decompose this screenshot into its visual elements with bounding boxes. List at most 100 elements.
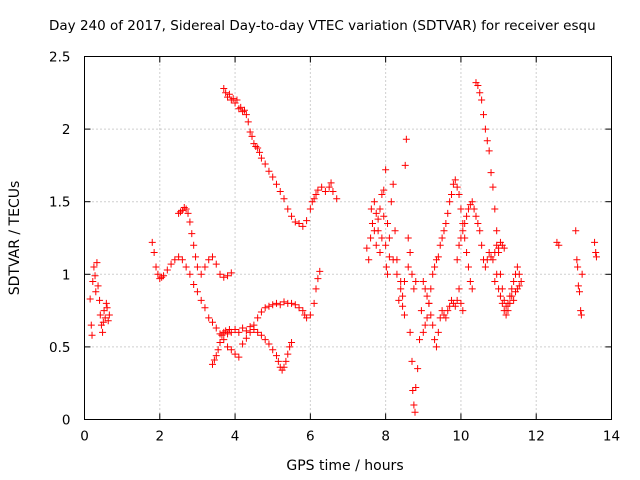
data-point <box>574 263 582 271</box>
data-point <box>286 343 294 351</box>
data-point <box>389 256 397 264</box>
data-point <box>240 106 248 114</box>
y-axis-label: SDTVAR / TECUs <box>7 181 23 296</box>
data-point <box>188 230 196 238</box>
data-point <box>227 346 235 354</box>
data-point <box>256 148 264 156</box>
data-point <box>400 311 408 319</box>
data-point <box>449 180 457 188</box>
data-point <box>182 263 190 271</box>
data-point <box>493 227 501 235</box>
data-point <box>235 353 243 361</box>
data-point <box>269 173 277 181</box>
data-point <box>280 363 288 371</box>
data-point <box>429 270 437 278</box>
data-point <box>231 350 239 358</box>
grid-lines <box>84 56 612 420</box>
data-point <box>491 205 499 213</box>
data-point <box>459 307 467 315</box>
data-point <box>455 285 463 293</box>
data-point <box>310 195 318 203</box>
data-point <box>186 218 194 226</box>
data-point <box>515 282 523 290</box>
data-point <box>310 299 318 307</box>
data-point <box>434 328 442 336</box>
data-point <box>412 384 420 392</box>
data-point <box>205 256 213 264</box>
data-point <box>434 253 442 261</box>
chart-title: Day 240 of 2017, Sidereal Day-to-day VTE… <box>49 18 596 34</box>
data-point <box>99 328 107 336</box>
data-point <box>87 321 95 329</box>
data-point <box>99 318 107 326</box>
data-point <box>421 285 429 293</box>
data-point <box>167 260 175 268</box>
data-point <box>404 234 412 242</box>
data-point <box>555 241 563 249</box>
y-tick-labels: 0 0.5 1 1.5 2 2.5 <box>49 50 70 429</box>
data-point <box>220 336 228 344</box>
data-point <box>212 352 220 360</box>
data-point <box>257 308 265 316</box>
data-point <box>591 238 599 246</box>
data-point <box>419 328 427 336</box>
data-point <box>476 89 484 97</box>
data-point <box>193 263 201 271</box>
data-point <box>397 285 405 293</box>
data-point <box>487 169 495 177</box>
data-point <box>94 282 102 290</box>
data-point <box>385 234 393 242</box>
data-point <box>448 190 456 198</box>
data-point <box>272 352 280 360</box>
data-point <box>288 299 296 307</box>
data-point <box>376 205 384 213</box>
data-point <box>592 249 600 257</box>
data-point <box>455 241 463 249</box>
data-point <box>468 198 476 206</box>
data-point <box>578 270 586 278</box>
data-point <box>205 314 213 322</box>
data-point <box>451 176 459 184</box>
data-point <box>464 263 472 271</box>
data-point <box>92 288 100 296</box>
data-point <box>408 357 416 365</box>
data-point <box>453 256 461 264</box>
data-point <box>246 128 254 136</box>
data-point <box>380 212 388 220</box>
data-point <box>86 295 94 303</box>
data-point <box>399 292 407 300</box>
data-point <box>410 401 418 409</box>
data-point <box>186 270 194 278</box>
data-point <box>436 241 444 249</box>
data-point <box>288 212 296 220</box>
x-tick-labels: 0 2 4 6 8 10 12 14 <box>80 429 620 445</box>
data-point <box>212 260 220 268</box>
data-point <box>481 125 489 133</box>
data-point <box>432 343 440 351</box>
data-point <box>410 285 418 293</box>
data-point <box>216 339 224 347</box>
data-point <box>269 346 277 354</box>
data-point <box>261 336 269 344</box>
data-point <box>239 340 247 348</box>
data-point <box>592 253 600 261</box>
data-point <box>451 302 459 310</box>
data-point <box>150 249 158 257</box>
data-point <box>208 360 216 368</box>
data-point <box>312 285 320 293</box>
data-point <box>208 253 216 261</box>
data-point <box>438 234 446 242</box>
data-point <box>100 307 108 315</box>
x-tick-label: 2 <box>155 429 164 445</box>
data-point <box>485 147 493 155</box>
y-tick-label: 1.5 <box>49 195 70 211</box>
data-point <box>461 219 469 227</box>
data-point <box>303 314 311 322</box>
data-point <box>105 311 113 319</box>
data-point <box>498 299 506 307</box>
data-point <box>421 321 429 329</box>
data-point <box>327 179 335 187</box>
data-point <box>576 288 584 296</box>
x-tick-label: 6 <box>306 429 315 445</box>
